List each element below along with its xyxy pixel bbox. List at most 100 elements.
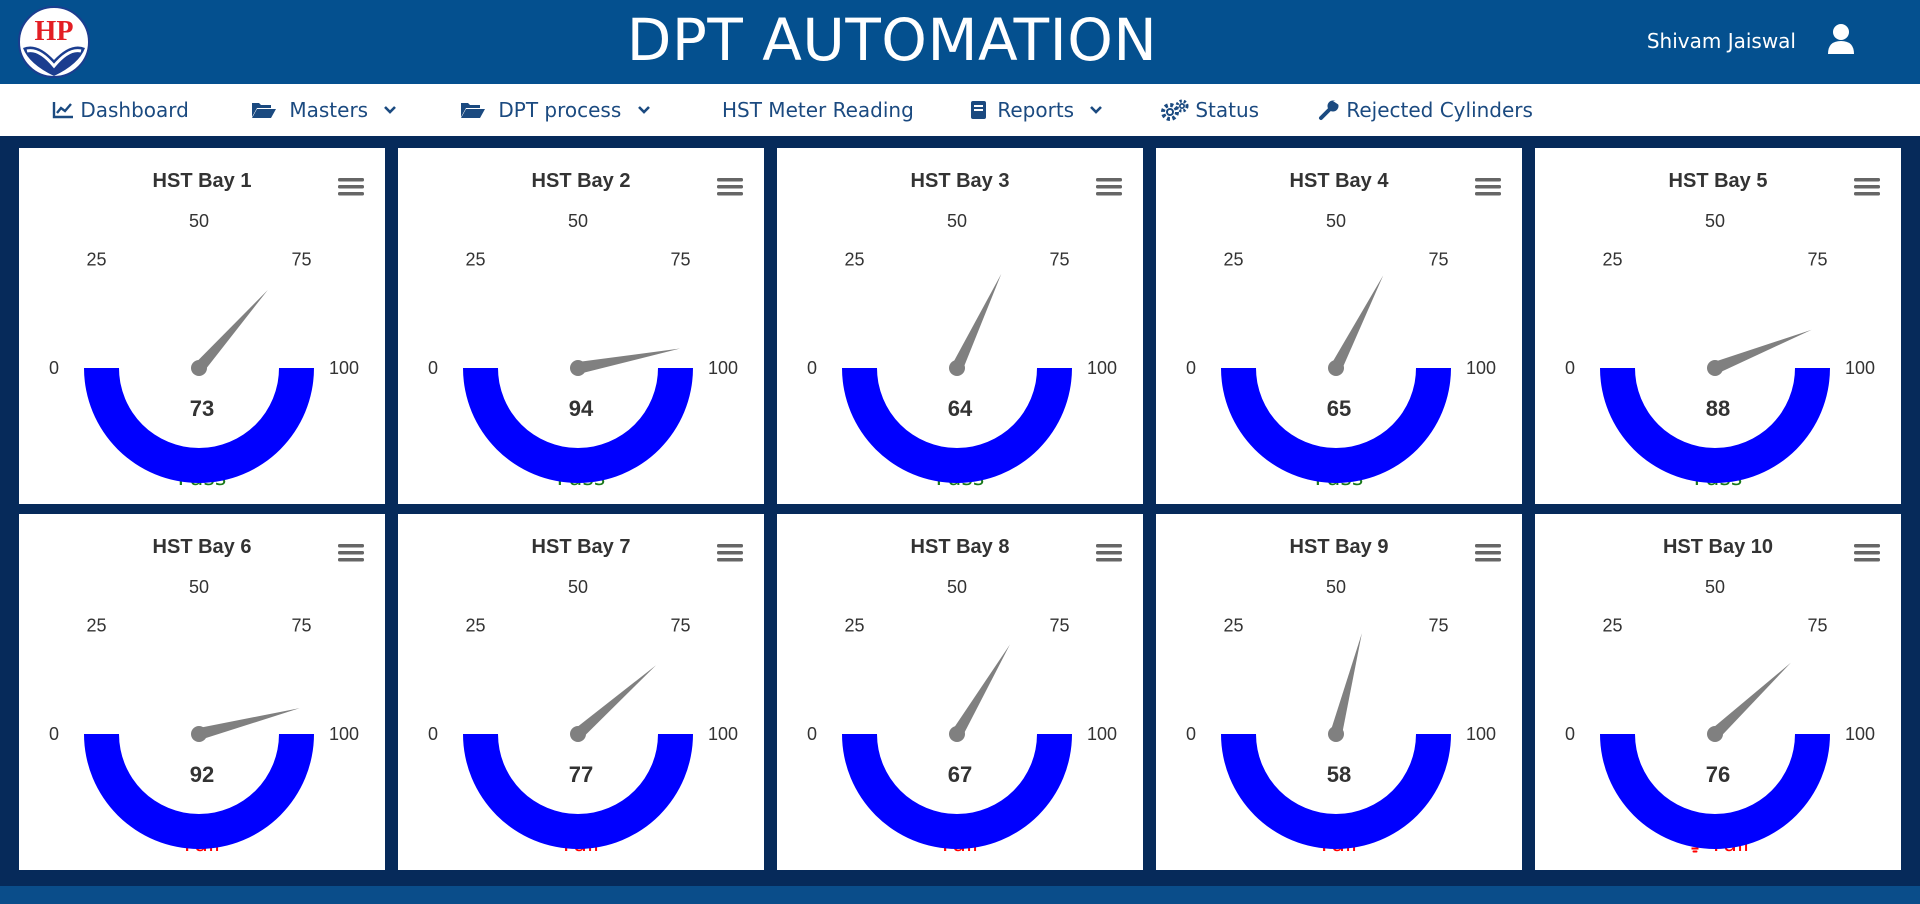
gauge-band (463, 368, 693, 483)
gauge-card: HST Bay 294Pass0255075100 (398, 148, 764, 504)
gauge-band-separator (494, 650, 524, 680)
gauge-band-separator (873, 284, 903, 314)
nav-reports[interactable]: Reports (969, 84, 1103, 136)
gauge-card: HST Bay 777Fail0255075100 (398, 514, 764, 870)
gauge-tick-label: 50 (1326, 577, 1346, 597)
hamburger-menu-icon[interactable] (1853, 175, 1881, 199)
gauge-tick-label: 75 (1429, 249, 1449, 269)
hamburger-menu-icon[interactable] (1474, 175, 1502, 199)
gauge-band-separator (1252, 284, 1282, 314)
gauge-needle (1710, 662, 1791, 739)
gauge-tick-label: 75 (671, 249, 691, 269)
gauge-card-title: HST Bay 2 (531, 170, 631, 192)
gauge-band-separator (1011, 650, 1041, 680)
gauge-tick-label: 25 (844, 615, 864, 635)
gauge-tick-label: 25 (86, 615, 106, 635)
gauge-tick-label: 100 (1466, 724, 1496, 744)
nav-dashboard[interactable]: Dashboard (52, 84, 189, 136)
gauge-dial: 0 25 50 75 100 (1186, 211, 1496, 483)
gauge-needle (1330, 633, 1362, 736)
nav-masters-label: Masters (289, 98, 369, 122)
gauge-tick-label: 50 (1705, 211, 1725, 231)
gauge-band (84, 368, 314, 483)
hamburger-menu-icon[interactable] (1853, 541, 1881, 565)
gauge-value: 76 (1705, 762, 1731, 787)
nav-hst-meter-reading[interactable]: HST Meter Reading (722, 84, 914, 136)
gauge-value: 64 (947, 396, 973, 421)
gauge-tick-label: 25 (465, 249, 485, 269)
gauge-dial: 0 25 50 75 100 (49, 577, 359, 849)
svg-text:HP: HP (35, 16, 74, 47)
gauge-band (1221, 734, 1451, 849)
gauge-dial: 0 25 50 75 100 (807, 211, 1117, 483)
gauge-band (842, 368, 1072, 483)
gauge-value: 65 (1326, 396, 1352, 421)
gauge-band-separator (1390, 650, 1420, 680)
gauge-tick-label: 25 (465, 615, 485, 635)
gauge-tick-label: 0 (1186, 358, 1196, 378)
user-name[interactable]: Shivam Jaiswal (1646, 29, 1796, 53)
gauge-tick-label: 100 (329, 358, 359, 378)
gauge-tick-label: 50 (1705, 577, 1725, 597)
nav-rejected-cylinders[interactable]: Rejected Cylinders (1318, 84, 1533, 136)
gears-icon (1161, 99, 1189, 121)
gauge-tick-label: 50 (189, 211, 209, 231)
gauge-band-separator (1011, 284, 1041, 314)
gauge-tick-label: 0 (1186, 724, 1196, 744)
gauge-tick-label: 50 (947, 577, 967, 597)
gauge-value: 58 (1326, 762, 1352, 787)
hamburger-menu-icon[interactable] (716, 541, 744, 565)
footer-bar (0, 886, 1920, 904)
gauge-band-separator (1390, 284, 1420, 314)
gauge-tick-label: 100 (708, 724, 738, 744)
hamburger-menu-icon[interactable] (337, 541, 365, 565)
gauge-band-separator (253, 284, 283, 314)
user-icon[interactable] (1826, 23, 1856, 55)
gauge-tick-label: 100 (1845, 724, 1875, 744)
gauge-value: 92 (189, 762, 215, 787)
gauge-tick-label: 25 (1602, 615, 1622, 635)
gauge-band (84, 734, 314, 849)
gauge-tick-label: 75 (1429, 615, 1449, 635)
hamburger-menu-icon[interactable] (1095, 175, 1123, 199)
gauge-band-separator (873, 650, 903, 680)
gauge-tick-label: 50 (568, 577, 588, 597)
gauge-tick-label: 75 (1050, 249, 1070, 269)
nav-dpt-process[interactable]: DPT process (460, 84, 650, 136)
gauge-card: HST Bay 1076Fail0255075100 (1535, 514, 1901, 870)
folder-open-icon (461, 102, 485, 118)
gauge-tick-label: 0 (49, 724, 59, 744)
gauge-needle-hub (1328, 726, 1344, 742)
gauge-tick-label: 100 (1845, 358, 1875, 378)
gauge-tick-label: 0 (428, 724, 438, 744)
hamburger-menu-icon[interactable] (1474, 541, 1502, 565)
gauge-card: HST Bay 692Fail0255075100 (19, 514, 385, 870)
gauge-needle-hub (1328, 360, 1344, 376)
gauge-card: HST Bay 588Pass0255075100 (1535, 148, 1901, 504)
hamburger-menu-icon[interactable] (1095, 541, 1123, 565)
nav-masters[interactable]: Masters (251, 84, 397, 136)
gauge-dial: 0 25 50 75 100 (807, 577, 1117, 849)
hp-logo[interactable]: HP (17, 4, 91, 80)
gauge-needle (951, 644, 1010, 738)
gauge-needle (576, 348, 681, 374)
gauge-band-separator (1631, 650, 1661, 680)
nav-dashboard-label: Dashboard (80, 98, 189, 122)
gauge-tick-label: 75 (671, 615, 691, 635)
gauge-tick-label: 75 (292, 615, 312, 635)
gauge-needle-hub (1707, 726, 1723, 742)
gauge-card-title: HST Bay 5 (1668, 170, 1768, 192)
hamburger-menu-icon[interactable] (716, 175, 744, 199)
gauge-needle-hub (570, 360, 586, 376)
gauge-value: 73 (189, 396, 215, 421)
nav-status[interactable]: Status (1161, 84, 1259, 136)
wrench-icon (1319, 100, 1339, 120)
gauge-tick-label: 75 (1808, 615, 1828, 635)
gauge-band-separator (1769, 650, 1799, 680)
gauge-tick-label: 50 (568, 211, 588, 231)
gauge-tick-label: 100 (1466, 358, 1496, 378)
gauge-card: HST Bay 867Fail0255075100 (777, 514, 1143, 870)
hamburger-menu-icon[interactable] (337, 175, 365, 199)
gauge-tick-label: 0 (428, 358, 438, 378)
chevron-down-icon (384, 105, 397, 114)
